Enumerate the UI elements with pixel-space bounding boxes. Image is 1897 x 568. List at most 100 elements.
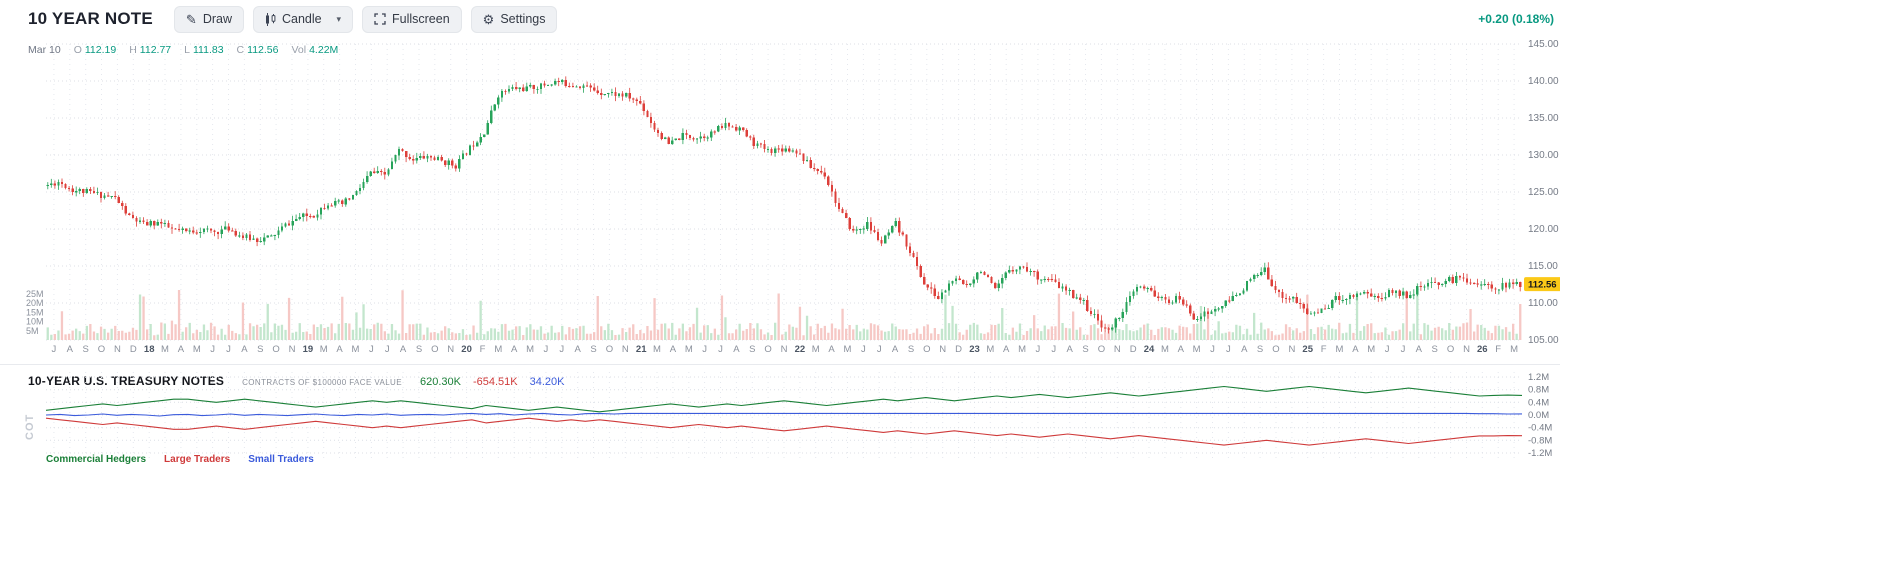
svg-text:18: 18 <box>144 344 155 355</box>
svg-text:M: M <box>1161 344 1169 355</box>
svg-text:19: 19 <box>303 344 314 355</box>
svg-text:J: J <box>52 344 57 355</box>
svg-text:M: M <box>986 344 994 355</box>
svg-text:J: J <box>369 344 374 355</box>
svg-text:-0.8M: -0.8M <box>1528 435 1552 446</box>
fullscreen-icon <box>374 13 386 25</box>
svg-text:15M: 15M <box>26 307 44 317</box>
toolbar: 10 YEAR NOTE ✎ Draw Candle ▾ Fullscreen … <box>0 0 1560 38</box>
svg-text:M: M <box>526 344 534 355</box>
svg-text:120.00: 120.00 <box>1528 224 1559 235</box>
cot-legend: Commercial Hedgers Large Traders Small T… <box>46 454 314 465</box>
svg-text:M: M <box>653 344 661 355</box>
svg-text:A: A <box>892 344 899 355</box>
svg-text:O: O <box>764 344 771 355</box>
svg-text:112.56: 112.56 <box>1528 280 1557 291</box>
svg-text:O: O <box>431 344 438 355</box>
svg-text:J: J <box>210 344 215 355</box>
svg-text:A: A <box>1067 344 1074 355</box>
chart-type-label: Candle <box>281 12 322 26</box>
svg-text:24: 24 <box>1144 344 1155 355</box>
svg-text:J: J <box>226 344 231 355</box>
svg-text:110.00: 110.00 <box>1528 298 1558 309</box>
svg-text:S: S <box>1257 344 1263 355</box>
svg-text:0.4M: 0.4M <box>1528 397 1549 408</box>
cot-chart-canvas[interactable]: 1.2M 0.8M0.4M 0.0M -0.4M-0.8M -1.2M <box>0 366 1560 470</box>
legend-small-traders[interactable]: Small Traders <box>248 454 314 465</box>
legend-commercial-hedgers[interactable]: Commercial Hedgers <box>46 454 147 465</box>
svg-text:-0.4M: -0.4M <box>1528 423 1552 434</box>
svg-text:S: S <box>749 344 755 355</box>
svg-text:D: D <box>1130 344 1137 355</box>
settings-button-label: Settings <box>500 12 546 26</box>
ohlc-row: Mar 10 O 112.19 H 112.77 L 111.83 C 112.56 V… <box>28 44 338 56</box>
gear-icon: ⚙ <box>482 11 495 27</box>
svg-text:S: S <box>416 344 422 355</box>
svg-text:J: J <box>559 344 564 355</box>
cot-value-small: 34.20K <box>529 376 565 388</box>
svg-text:135.00: 135.00 <box>1528 113 1559 124</box>
svg-text:M: M <box>685 344 693 355</box>
svg-text:D: D <box>130 344 137 355</box>
draw-button[interactable]: ✎ Draw <box>173 5 244 33</box>
svg-text:26: 26 <box>1477 344 1488 355</box>
svg-text:10M: 10M <box>26 317 44 327</box>
price-chart-canvas[interactable]: 145.00 140.00 135.00 130.00 125.00 120.00 115.… <box>0 38 1560 364</box>
draw-button-label: Draw <box>202 12 232 26</box>
svg-text:J: J <box>877 344 882 355</box>
svg-text:J: J <box>1226 344 1231 355</box>
svg-text:20M: 20M <box>26 298 44 308</box>
svg-text:J: J <box>718 344 723 355</box>
svg-text:N: N <box>114 344 121 355</box>
candle-icon <box>265 12 276 26</box>
svg-text:M: M <box>1193 344 1201 355</box>
svg-text:M: M <box>812 344 820 355</box>
svg-text:A: A <box>178 344 185 355</box>
fullscreen-button-label: Fullscreen <box>391 12 450 26</box>
svg-text:5M: 5M <box>26 326 39 336</box>
svg-text:N: N <box>447 344 454 355</box>
svg-text:A: A <box>1178 344 1185 355</box>
chart-type-current: Candle <box>265 12 322 26</box>
cot-subtitle: CONTRACTS OF $100000 FACE VALUE <box>242 378 402 387</box>
cot-value-large: -654.51K <box>472 376 518 388</box>
svg-text:20: 20 <box>461 344 472 355</box>
legend-large-traders[interactable]: Large Traders <box>164 454 231 465</box>
svg-text:A: A <box>241 344 248 355</box>
svg-text:A: A <box>575 344 582 355</box>
svg-text:D: D <box>955 344 962 355</box>
svg-text:140.00: 140.00 <box>1528 76 1559 87</box>
svg-text:N: N <box>622 344 629 355</box>
svg-text:J: J <box>1051 344 1056 355</box>
ohlc-close: C 112.56 <box>236 44 279 56</box>
svg-text:F: F <box>1321 344 1327 355</box>
cot-latest-values: 620.30K -654.51K 34.20K <box>420 376 565 388</box>
svg-text:A: A <box>1416 344 1423 355</box>
svg-text:M: M <box>1018 344 1026 355</box>
svg-text:M: M <box>320 344 328 355</box>
instrument-title: 10 YEAR NOTE <box>28 9 153 28</box>
svg-text:145.00: 145.00 <box>1528 39 1559 50</box>
chart-type-dropdown[interactable]: Candle ▾ <box>252 5 353 33</box>
settings-button[interactable]: ⚙ Settings <box>470 5 558 33</box>
svg-text:O: O <box>1098 344 1105 355</box>
svg-text:S: S <box>257 344 263 355</box>
svg-text:F: F <box>1495 344 1501 355</box>
pencil-icon: ✎ <box>185 11 197 27</box>
svg-text:S: S <box>590 344 596 355</box>
svg-text:130.00: 130.00 <box>1528 150 1559 161</box>
chevron-down-icon: ▾ <box>336 13 341 24</box>
svg-text:F: F <box>480 344 486 355</box>
svg-text:A: A <box>733 344 740 355</box>
svg-text:A: A <box>511 344 518 355</box>
svg-text:A: A <box>670 344 677 355</box>
svg-text:A: A <box>336 344 343 355</box>
svg-text:J: J <box>1401 344 1406 355</box>
svg-text:N: N <box>1288 344 1295 355</box>
pane-divider <box>0 364 1560 365</box>
svg-text:J: J <box>1385 344 1390 355</box>
svg-text:S: S <box>1432 344 1438 355</box>
fullscreen-button[interactable]: Fullscreen <box>361 5 462 33</box>
svg-text:M: M <box>1367 344 1375 355</box>
